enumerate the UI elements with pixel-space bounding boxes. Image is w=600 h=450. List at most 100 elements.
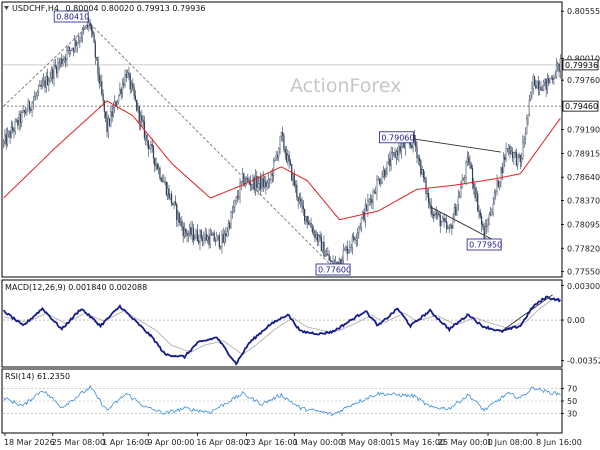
candle-body bbox=[387, 158, 390, 162]
candle-body bbox=[509, 146, 511, 155]
candle bbox=[307, 215, 310, 226]
candle bbox=[174, 195, 177, 206]
candle bbox=[108, 117, 111, 128]
candle bbox=[261, 173, 263, 192]
candle bbox=[280, 131, 282, 142]
candle-body bbox=[453, 206, 456, 220]
candle bbox=[172, 202, 174, 206]
candle bbox=[4, 129, 6, 147]
candle bbox=[540, 80, 542, 92]
candle-body bbox=[466, 157, 468, 163]
candle-body bbox=[492, 203, 494, 213]
candle bbox=[314, 228, 316, 243]
candle-body bbox=[256, 175, 258, 188]
candle-body bbox=[455, 206, 457, 216]
candle-body bbox=[133, 87, 135, 96]
candle-body bbox=[459, 196, 461, 198]
candle bbox=[156, 162, 158, 170]
candle bbox=[347, 249, 350, 254]
candle-body bbox=[207, 236, 209, 241]
candle bbox=[482, 221, 484, 230]
candle bbox=[310, 217, 312, 228]
candle bbox=[435, 206, 437, 220]
candle bbox=[130, 80, 133, 93]
candle-body bbox=[364, 204, 366, 221]
candle-body bbox=[482, 224, 484, 227]
candle bbox=[5, 127, 7, 150]
candle-body bbox=[398, 146, 400, 156]
candle-body bbox=[147, 140, 149, 150]
candle-body bbox=[169, 193, 171, 199]
candle-body bbox=[310, 223, 312, 228]
candle-body bbox=[98, 73, 100, 84]
candle bbox=[50, 66, 53, 82]
candle-body bbox=[430, 205, 432, 215]
candle-body bbox=[116, 102, 118, 107]
candle bbox=[161, 174, 164, 183]
candle bbox=[457, 189, 459, 211]
candle bbox=[32, 96, 34, 110]
candle bbox=[375, 186, 377, 195]
candle bbox=[111, 105, 113, 123]
candle-body bbox=[368, 199, 370, 202]
candle bbox=[319, 231, 321, 242]
trendline-3 bbox=[429, 206, 502, 245]
candle bbox=[353, 232, 355, 242]
candle-body bbox=[517, 154, 519, 166]
candle bbox=[256, 170, 258, 192]
candle bbox=[200, 228, 202, 242]
candle bbox=[257, 175, 259, 196]
candle-body bbox=[56, 66, 58, 74]
price-tick-label: 0.80010 bbox=[567, 54, 600, 63]
candle bbox=[40, 79, 42, 90]
candle bbox=[471, 164, 474, 190]
candle bbox=[226, 227, 228, 238]
candle-body bbox=[159, 167, 161, 179]
candle-body bbox=[528, 99, 530, 115]
candle-body bbox=[464, 177, 466, 180]
candle bbox=[546, 73, 549, 94]
candle-body bbox=[253, 177, 255, 190]
candle bbox=[217, 235, 219, 241]
candle-body bbox=[196, 230, 198, 241]
candle-body bbox=[44, 80, 46, 88]
price-tick-label: 0.79760 bbox=[567, 76, 600, 85]
candle-body bbox=[234, 200, 236, 208]
time-tick-label: 1 May 00:00 bbox=[293, 438, 343, 447]
candle-body bbox=[45, 76, 47, 88]
candle-body bbox=[146, 134, 148, 142]
candle-body bbox=[200, 230, 202, 239]
candle-body bbox=[199, 230, 201, 243]
candle-body bbox=[378, 178, 381, 185]
candle-body bbox=[553, 78, 555, 81]
candle bbox=[535, 79, 537, 90]
candle-body bbox=[260, 177, 262, 190]
candle bbox=[486, 219, 488, 235]
candle-body bbox=[539, 86, 541, 90]
candle bbox=[266, 179, 268, 191]
candle bbox=[263, 175, 266, 189]
candle-body bbox=[421, 169, 423, 175]
candle-body bbox=[555, 65, 558, 78]
candle-body bbox=[189, 227, 191, 234]
price-title: USDCHF,H4 0.80004 0.80020 0.79913 0.7993… bbox=[12, 4, 205, 13]
price-tag-label: 0.79460 bbox=[565, 102, 598, 111]
candle-body bbox=[273, 160, 275, 176]
candle bbox=[305, 216, 307, 225]
macd-main-line bbox=[2, 295, 562, 366]
candle bbox=[189, 223, 191, 237]
candle-body bbox=[236, 196, 239, 199]
candle-body bbox=[81, 29, 84, 39]
candle bbox=[366, 203, 368, 212]
candle bbox=[474, 183, 476, 202]
candle-body bbox=[470, 164, 472, 169]
candle bbox=[554, 70, 556, 79]
candle bbox=[89, 19, 91, 30]
moving-average-line bbox=[3, 100, 561, 221]
candle-body bbox=[495, 191, 497, 193]
candle bbox=[331, 260, 333, 263]
candle bbox=[61, 53, 63, 68]
candle-body bbox=[161, 180, 164, 182]
candle bbox=[465, 160, 467, 186]
candle-body bbox=[168, 188, 170, 199]
